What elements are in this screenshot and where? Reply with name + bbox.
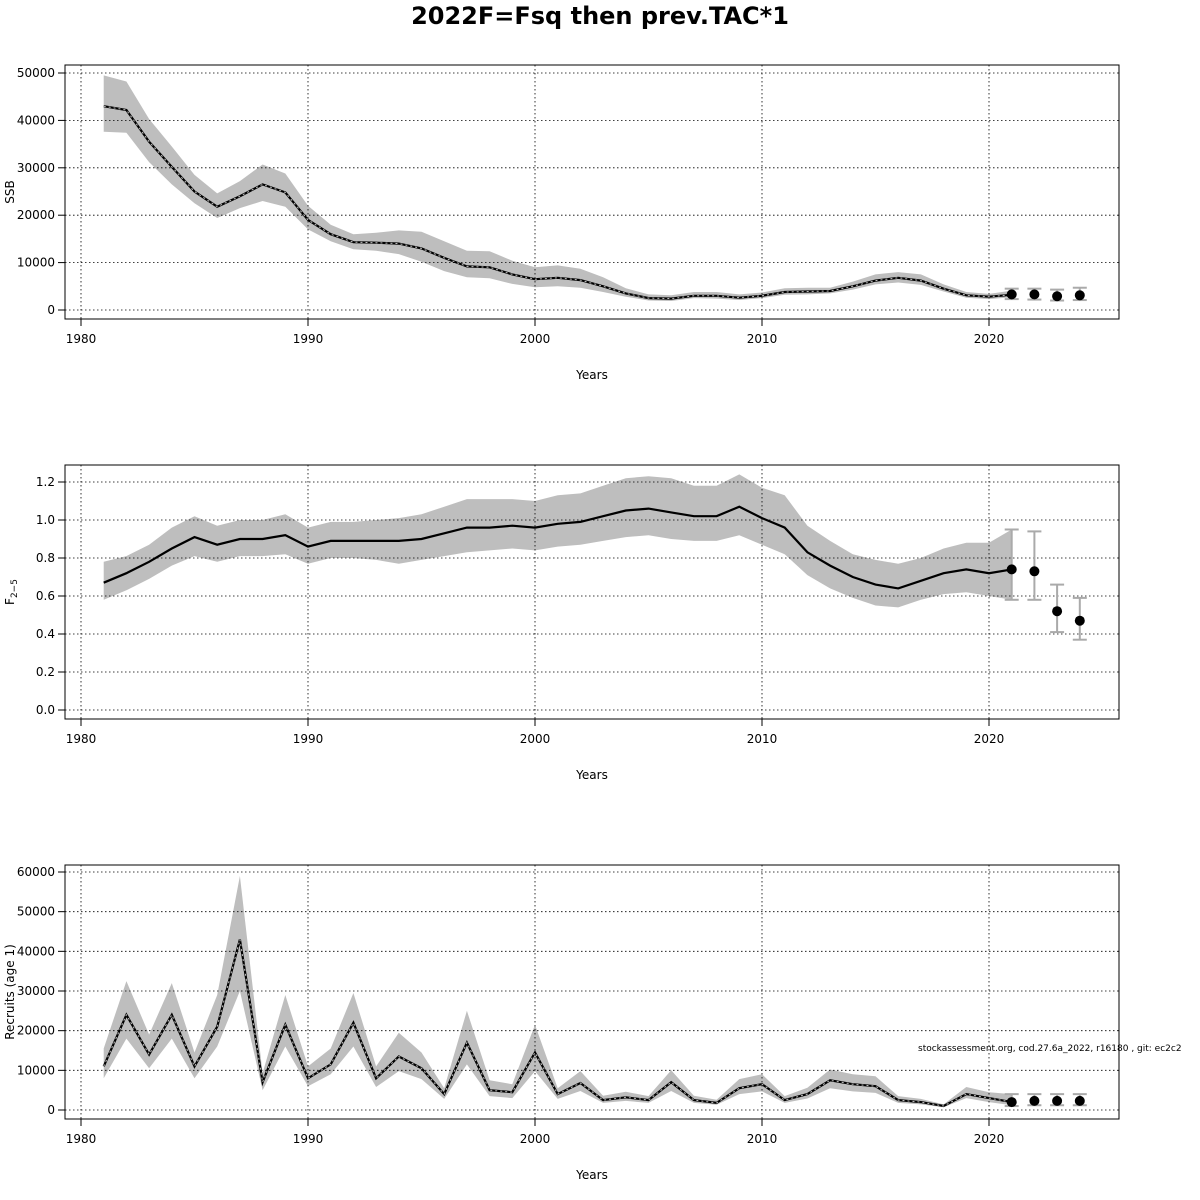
y-tick-label: 20000 <box>17 1024 55 1038</box>
y-tick-label: 0 <box>47 303 55 317</box>
panels-group: 1980 1990 2000 2010 202001000020000300004000… <box>3 64 1120 1182</box>
y-axis-label: SSB <box>3 180 17 203</box>
forecast-point <box>1006 564 1017 575</box>
x-axis-label: Years <box>575 368 608 382</box>
y-tick-label: 0 <box>47 1103 55 1117</box>
y-axis-label: Recruits (age 1) <box>3 944 17 1040</box>
y-tick-label: 50000 <box>17 66 55 80</box>
x-tick-label: 1980 <box>66 732 97 746</box>
forecast-point <box>1029 1095 1040 1106</box>
forecast-point <box>1029 566 1040 577</box>
y-tick-label: 0.6 <box>36 589 55 603</box>
y-tick-label: 0.4 <box>36 627 55 641</box>
y-tick-label: 0.2 <box>36 665 55 679</box>
y-tick-label: 10000 <box>17 1063 55 1077</box>
panel-1: 1980 1990 2000 2010 2020 0 10000 20000 30000 4000… <box>3 64 1120 382</box>
confidence-band <box>103 876 1012 1108</box>
x-tick-label: 2020 <box>974 732 1005 746</box>
forecast-point <box>1052 291 1063 302</box>
y-tick-label: 1.2 <box>36 475 55 489</box>
confidence-band <box>103 474 1012 608</box>
x-tick-label: 2010 <box>747 732 778 746</box>
y-axis-label-subscript: 2−5 <box>10 579 20 598</box>
forecast-point <box>1006 1097 1017 1108</box>
y-tick-label: 60000 <box>17 865 55 879</box>
plot-box <box>64 64 1120 320</box>
x-tick-label: 1980 <box>66 332 97 346</box>
y-tick-label: 40000 <box>17 944 55 958</box>
forecast-point <box>1052 606 1063 617</box>
y-tick-label: 50000 <box>17 905 55 919</box>
estimate-line-dash <box>103 939 1012 1107</box>
source-note: stockassessment.org, cod.27.6a_2022, r16… <box>918 1044 1182 1054</box>
y-tick-label: 30000 <box>17 161 55 175</box>
x-tick-label: 2000 <box>520 732 551 746</box>
confidence-band <box>103 75 1012 302</box>
x-tick-label: 2000 <box>520 332 551 346</box>
forecast-point <box>1074 1095 1085 1106</box>
x-tick-label: 2010 <box>747 332 778 346</box>
y-tick-label: 30000 <box>17 984 55 998</box>
forecast-point <box>1052 1095 1063 1106</box>
y-tick-label: 20000 <box>17 208 55 222</box>
forecast-point <box>1074 615 1085 626</box>
plot-box <box>64 864 1120 1120</box>
forecast-point <box>1029 289 1040 300</box>
forecast-point <box>1006 289 1017 300</box>
y-tick-label: 1.0 <box>36 513 55 527</box>
chart-title: 2022F=Fsq then prev.TAC*1 <box>411 2 789 30</box>
panel-3: 1980 1990 2000 2010 2020 0 10000 20000 30000 4000… <box>3 864 1120 1182</box>
estimate-line <box>103 505 1012 590</box>
x-tick-label: 1990 <box>293 1132 324 1146</box>
y-tick-label: 0.8 <box>36 551 55 565</box>
y-tick-label: 0.0 <box>36 703 55 717</box>
y-tick-label: 10000 <box>17 256 55 270</box>
x-tick-label: 1990 <box>293 332 324 346</box>
estimate-line <box>103 105 1012 300</box>
x-tick-label: 2020 <box>974 332 1005 346</box>
panel-2: 1980 1990 2000 2010 2020 0.0 0.2 0.4 0.6 0.8 1.0 1.… <box>3 464 1120 782</box>
y-axis-label: F2−5 <box>3 579 20 605</box>
x-tick-label: 2010 <box>747 1132 778 1146</box>
y-tick-label: 40000 <box>17 113 55 127</box>
plot-box <box>64 464 1120 720</box>
x-tick-label: 2000 <box>520 1132 551 1146</box>
x-axis-label: Years <box>575 1168 608 1182</box>
x-tick-label: 1980 <box>66 1132 97 1146</box>
x-tick-label: 2020 <box>974 1132 1005 1146</box>
forecast-point <box>1074 290 1085 301</box>
x-axis-label: Years <box>575 768 608 782</box>
x-tick-label: 1990 <box>293 732 324 746</box>
